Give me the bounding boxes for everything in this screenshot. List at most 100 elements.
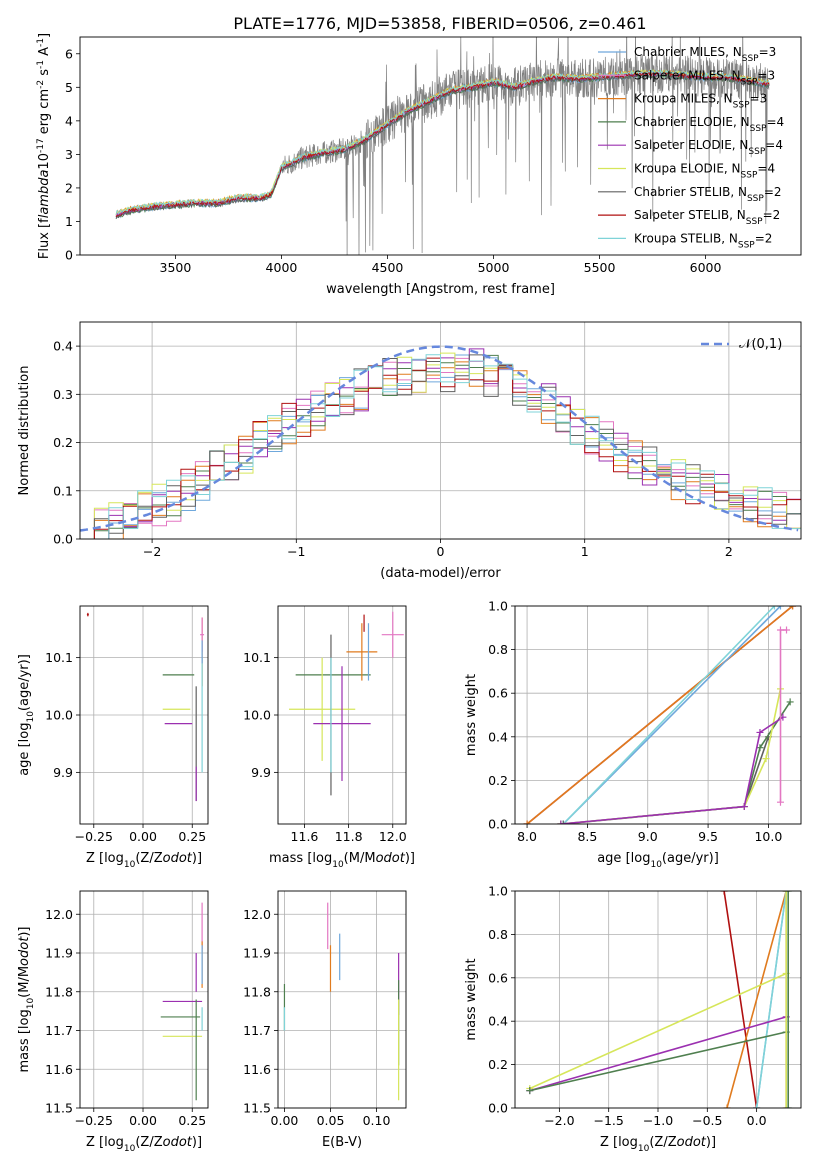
mass_weight_vs_Z-marker-9-1 <box>784 891 792 895</box>
mass_vs_EBV-ytick-label: 12.0 <box>243 907 271 922</box>
spectrum-ytick-label: 6 <box>65 46 73 61</box>
mass_weight_vs_Z-series-5 <box>529 1016 787 1092</box>
mass_vs_Z-ytick-label: 11.6 <box>45 1062 73 1077</box>
mass_weight_vs_Z-ytick-label: 0.6 <box>488 970 508 985</box>
spectrum-xtick-label: 4000 <box>266 260 298 275</box>
mass_vs_EBV-ytick-label: 11.8 <box>243 984 271 999</box>
spectrum-ytick-label: 1 <box>65 214 73 229</box>
spectrum-xtick-label: 3500 <box>160 260 192 275</box>
mass_vs_EBV-ytick-label: 11.7 <box>243 1023 271 1038</box>
residuals-ytick-label: 0.1 <box>53 483 73 498</box>
mass_weight_vs_Z-marker-6-0 <box>526 1087 534 1095</box>
mass_weight_vs_Z-series-4 <box>529 972 787 1090</box>
residuals-xtick-label: 0 <box>437 544 445 559</box>
residuals-ytick-label: 0.4 <box>53 339 73 354</box>
spectrum-legend: Chabrier MILES, NSSP=3 Salpeter MILES, NS… <box>598 45 784 250</box>
spectrum-xtick-label: 4500 <box>372 260 404 275</box>
mass_vs_Z-xlabel: Z [log10(Z/Zodot)] <box>86 1135 202 1154</box>
spectrum-ytick-label: 0 <box>65 248 73 263</box>
mass_weight_vs_age-ytick-label: 0.2 <box>488 773 508 788</box>
age_vs_Z-xtick-label: 0.00 <box>129 829 157 844</box>
mass_weight_vs_age-marker-1-1 <box>789 606 797 610</box>
mass_weight_vs_age-marker-1-0 <box>523 820 531 824</box>
mass_weight_vs_Z-axes: −2.0 −1.5 −1.0 −0.5 0.0 0.0 0.2 0.4 0.6 0.8 1.0 Z [… <box>464 884 801 1154</box>
age_vs_Z-ytick-label: 10.1 <box>45 650 73 665</box>
mass_weight_vs_age-marker-5-2 <box>756 744 764 752</box>
mass_weight_vs_Z-xtick-label: −1.0 <box>643 1113 673 1128</box>
legend-label-salpeter_stelib: Salpeter STELIB, NSSP=2 <box>634 208 780 227</box>
mass_vs_EBV-frame <box>277 890 407 1109</box>
mass_weight_vs_age-ytick-label: 1.0 <box>488 599 508 614</box>
mass_weight_vs_age-ylabel: mass weight <box>464 674 479 756</box>
spectrum-ytick-label: 5 <box>65 80 73 95</box>
age_vs_mass-axes: 11.6 11.8 12.0 9.9 10.0 10.1 mass [log10(M/Mod… <box>243 606 415 870</box>
mass_weight_vs_Z-marker-8-0 <box>782 1104 790 1108</box>
mass_vs_EBV-ytick-label: 11.5 <box>243 1101 271 1116</box>
mass_weight_vs_Z-xtick-label: −2.0 <box>544 1113 574 1128</box>
legend-label-chabrier_elodie: Chabrier ELODIE, NSSP=4 <box>634 115 784 134</box>
mass_vs_Z-ytick-label: 12.0 <box>45 907 73 922</box>
mass_vs_Z-ytick-label: 11.8 <box>45 984 73 999</box>
mass_weight_vs_age-series-7 <box>560 716 784 824</box>
mass_weight_vs_Z-ytick-label: 0.2 <box>488 1057 508 1072</box>
legend-label-kroupa_elodie: Kroupa ELODIE, NSSP=4 <box>634 162 775 181</box>
mass_vs_EBV-plot <box>283 902 400 1101</box>
mass_vs_Z-axes: −0.25 0.00 0.25 11.5 11.6 11.7 11.8 11.9 12.0 Z [… <box>17 891 208 1154</box>
mass_weight_vs_age-ytick-label: 0.8 <box>488 642 508 657</box>
mass_vs_EBV-xtick-label: 0.10 <box>363 1113 391 1128</box>
mass_weight_vs_Z-ytick-label: 0.0 <box>488 1101 508 1116</box>
age_vs_mass-ytick-label: 9.9 <box>251 765 271 780</box>
mass_weight_vs_Z-series-3 <box>755 891 787 1108</box>
mass_weight_vs_age-xlabel: age [log10(age/yr)] <box>597 851 719 870</box>
age_vs_Z-axes: −0.25 0.00 0.25 9.9 10.0 10.1 Z [log10(Z/Zodot… <box>17 606 208 870</box>
mass_weight_vs_age-marker-8-1 <box>776 626 784 634</box>
mass_vs_EBV-xtick-label: 0.05 <box>317 1113 345 1128</box>
mass_weight_vs_age-series-3 <box>562 606 776 824</box>
mass_vs_Z-frame <box>79 890 209 1109</box>
legend-label-kroupa_stelib: Kroupa STELIB, NSSP=2 <box>634 231 772 250</box>
mass_vs_EBV-ytick-label: 11.6 <box>243 1062 271 1077</box>
residuals-ytick-label: 0.0 <box>53 532 73 547</box>
mass_weight_vs_age-ytick-label: 0.4 <box>488 729 508 744</box>
residuals-ytick-label: 0.3 <box>53 387 73 402</box>
residuals-axes: −2 −1 0 1 2 0.0 0.1 0.2 0.3 0.4 (data-model)/error… <box>17 322 801 581</box>
residuals-ylabel: Normed distribution <box>17 366 32 496</box>
age_vs_mass-ytick-label: 10.0 <box>243 708 271 723</box>
hist-kroupa_stelib <box>80 354 801 539</box>
mass_vs_EBV-xlabel: E(B-V) <box>322 1135 362 1150</box>
mass_weight_vs_age-plot <box>523 606 797 824</box>
mass_weight_vs_age-axes: 8.0 8.5 9.0 9.5 10.0 0.0 0.2 0.4 0.6 0.8 1.0 age [l… <box>464 599 801 870</box>
residuals-frame <box>79 321 802 540</box>
mass_weight_vs_age-xtick-label: 10.0 <box>754 829 782 844</box>
spectrum-frame <box>79 36 802 256</box>
age_vs_Z-point-0 <box>86 613 89 616</box>
residuals-xtick-label: −2 <box>143 544 161 559</box>
mass_weight_vs_Z-xlabel: Z [log10(Z/Zodot)] <box>600 1135 716 1154</box>
mass_weight_vs_age-marker-6-2 <box>762 755 770 763</box>
residuals-xtick-label: 2 <box>725 544 733 559</box>
mass_weight_vs_age-marker-7-0 <box>557 820 565 824</box>
mass_weight_vs_age-xtick-label: 9.0 <box>638 829 658 844</box>
mass_vs_EBV-axes: 0.00 0.05 0.10 11.5 11.6 11.7 11.8 11.9 12.0 E(B-… <box>243 891 406 1150</box>
legend-label-gaussian: 𝒩(0,1) <box>739 337 782 352</box>
residuals-xtick-label: −1 <box>287 544 305 559</box>
spectrum-axes: 3500 4000 4500 5000 5500 6000 0 1 2 3 4 5 6 wavelengt… <box>36 33 722 297</box>
mass_weight_vs_age-ytick-label: 0.6 <box>488 686 508 701</box>
mass_vs_EBV-ytick-label: 11.9 <box>243 946 271 961</box>
mass_weight_vs_Z-marker-0-0 <box>720 891 728 895</box>
legend-label-salpeter_miles: Salpeter MILES, NSSP=3 <box>634 68 775 87</box>
mass_weight_vs_Z-marker-8-1 <box>782 891 790 895</box>
mass_weight_vs_age-marker-8-0 <box>776 798 784 806</box>
mass_weight_vs_age-marker-5-3 <box>786 698 794 706</box>
spectrum-ytick-label: 3 <box>65 147 73 162</box>
age_vs_Z-ylabel: age [log10(age/yr)] <box>17 654 36 776</box>
age_vs_Z-ytick-label: 9.9 <box>53 765 73 780</box>
spectrum-plot <box>115 37 770 255</box>
spectrum-ytick-label: 2 <box>65 180 73 195</box>
mass_weight_vs_age-xtick-label: 8.5 <box>577 829 597 844</box>
mass_weight_vs_age-marker-2-1 <box>776 606 784 610</box>
age_vs_mass-ytick-label: 10.1 <box>243 650 271 665</box>
legend-label-chabrier_stelib: Chabrier STELIB, NSSP=2 <box>634 185 782 204</box>
spectrum-xlabel: wavelength [Angstrom, rest frame] <box>326 282 555 297</box>
